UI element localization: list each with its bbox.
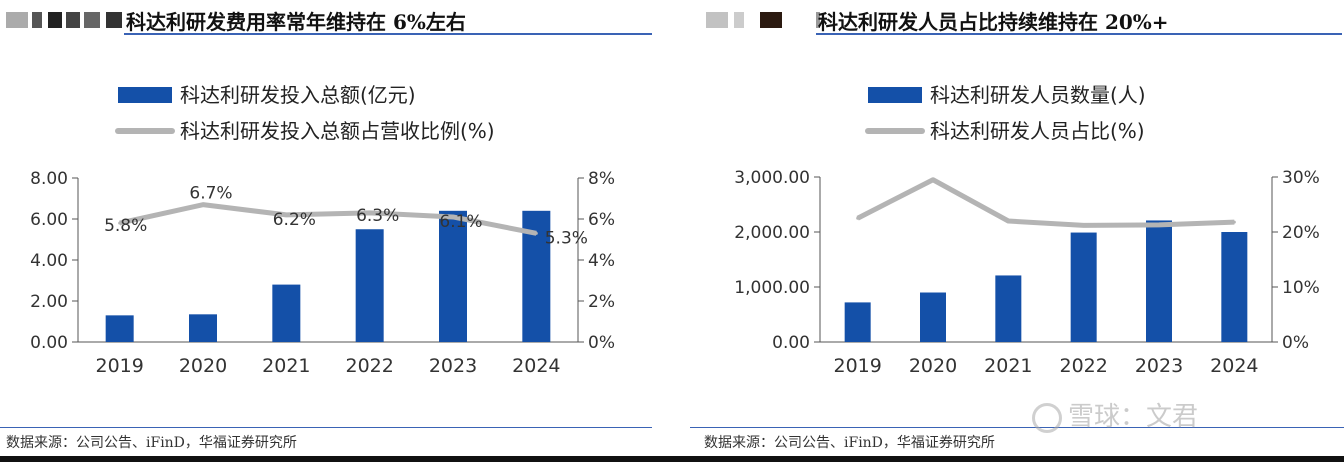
legend-swatch-bar (868, 87, 922, 103)
right-y-tick-label: 0% (588, 333, 615, 353)
line-point (201, 203, 205, 207)
right-y-tick-label: 2% (588, 292, 615, 312)
line-point (534, 231, 538, 235)
x-tick-label: 2024 (512, 355, 560, 377)
bar (995, 275, 1022, 342)
left-y-tick-label: 0.00 (30, 333, 68, 353)
left-y-tick-label: 3,000.00 (734, 168, 810, 188)
data-label: 6.3% (356, 206, 399, 226)
bar (439, 210, 467, 342)
legend-label-line: 科达利研发人员占比(%) (930, 119, 1145, 143)
x-tick-label: 2023 (429, 355, 477, 377)
right-chart-panel: 科达利研发人员占比持续维持在 20%+ 科达利研发人员数量(人) 科达利研发人员占… (690, 0, 1344, 462)
left-chart: 科达利研发投入总额(亿元) 科达利研发投入总额占营收比例(%) 0.00 2.00 4.… (30, 83, 615, 377)
bar (105, 315, 134, 342)
line-point (368, 211, 372, 215)
right-title-rule (816, 33, 1342, 35)
bar (920, 292, 946, 342)
left-chart-panel: 科达利研发费用率常年维持在 6%左右 科达利研发投入总额(亿元) 科达利研发投入总… (0, 0, 660, 462)
bar (189, 314, 217, 342)
left-title-rule (124, 33, 652, 35)
line-point (856, 216, 860, 220)
left-source-rule (0, 427, 652, 428)
left-y-tick-label: 6.00 (30, 210, 68, 230)
legend-label-bar: 科达利研发投入总额(亿元) (180, 83, 416, 107)
legend-label-line: 科达利研发投入总额占营收比例(%) (180, 119, 495, 143)
right-chart-title: 科达利研发人员占比持续维持在 20%+ (818, 10, 1169, 34)
bar (1070, 232, 1097, 342)
line-series (856, 177, 1235, 228)
line-point (118, 221, 122, 225)
line-point (284, 213, 288, 217)
data-label: 6.2% (273, 210, 316, 230)
bar (355, 229, 384, 342)
bar (844, 302, 871, 342)
right-chart: 科达利研发人员数量(人) 科达利研发人员占比(%) 0.00 1,000.00 2,00… (734, 83, 1320, 377)
left-y-tick-label: 2,000.00 (734, 223, 810, 243)
watermark-text: 雪球：文君 (1068, 402, 1199, 432)
bar (272, 284, 301, 342)
line-point (451, 215, 455, 219)
x-tick-label: 2019 (95, 355, 143, 377)
left-y-tick-label: 4.00 (30, 251, 68, 271)
left-y-tick-label: 0.00 (772, 333, 810, 353)
right-y-tick-label: 10% (1282, 278, 1320, 298)
snowball-logo-icon (1032, 402, 1062, 433)
right-source-note: 数据来源：公司公告、iFinD，华福证券研究所 (704, 435, 995, 451)
right-y-tick-label: 4% (588, 251, 615, 271)
data-label: 5.8% (104, 216, 147, 236)
right-y-tick-label: 8% (588, 169, 615, 189)
bottom-border (0, 456, 1344, 462)
line-point (1006, 219, 1010, 223)
line-point (931, 178, 935, 182)
bar (1146, 220, 1172, 342)
line-series (119, 202, 537, 236)
right-title-row: 科达利研发人员占比持续维持在 20%+ (690, 4, 1344, 34)
line-point (1157, 223, 1161, 227)
bar (1221, 232, 1248, 342)
data-label: 6.1% (439, 212, 482, 232)
x-tick-label: 2020 (179, 355, 227, 377)
x-tick-label: 2022 (1059, 355, 1107, 377)
x-tick-label: 2021 (984, 355, 1032, 377)
legend-swatch-bar (118, 87, 172, 103)
watermark: 雪球：文君 (1032, 396, 1332, 436)
x-tick-label: 2019 (833, 355, 881, 377)
x-tick-label: 2020 (909, 355, 957, 377)
left-y-tick-label: 8.00 (30, 169, 68, 189)
left-y-tick-label: 1,000.00 (734, 278, 810, 298)
left-source-note: 数据来源：公司公告、iFinD，华福证券研究所 (6, 435, 297, 451)
x-tick-label: 2024 (1210, 355, 1258, 377)
line-point (1082, 223, 1086, 227)
right-source-rule (690, 427, 1344, 428)
data-label: 6.7% (189, 184, 232, 204)
right-y-tick-label: 30% (1282, 168, 1320, 188)
left-title-row: 科达利研发费用率常年维持在 6%左右 (0, 4, 660, 34)
left-y-tick-label: 2.00 (30, 292, 68, 312)
data-label: 5.3% (545, 228, 588, 248)
left-chart-title: 科达利研发费用率常年维持在 6%左右 (126, 10, 466, 34)
legend-label-bar: 科达利研发人员数量(人) (930, 83, 1146, 107)
right-y-tick-label: 6% (588, 210, 615, 230)
x-tick-label: 2021 (262, 355, 310, 377)
right-y-tick-label: 0% (1282, 333, 1309, 353)
x-tick-label: 2023 (1135, 355, 1183, 377)
line-point (1232, 220, 1236, 224)
x-tick-label: 2022 (345, 355, 393, 377)
right-y-tick-label: 20% (1282, 223, 1320, 243)
